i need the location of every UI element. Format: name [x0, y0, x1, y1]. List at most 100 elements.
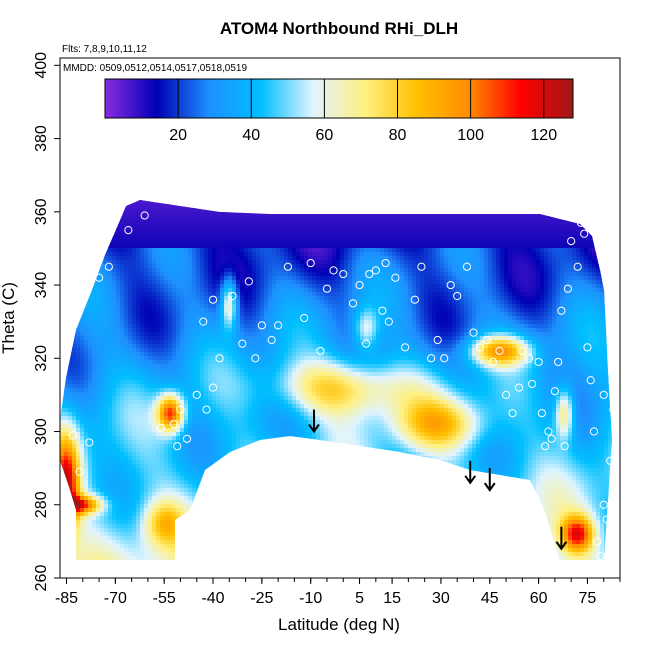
- heatmap-cell: [236, 280, 241, 285]
- heatmap-cell: [116, 416, 121, 421]
- heatmap-cell: [184, 508, 189, 513]
- heatmap-cell: [132, 484, 137, 489]
- heatmap-cell: [156, 524, 161, 529]
- heatmap-cell: [236, 548, 241, 553]
- heatmap-cell: [148, 276, 153, 281]
- heatmap-cell: [200, 484, 205, 489]
- heatmap-cell: [60, 440, 65, 445]
- heatmap-cell: [92, 208, 97, 213]
- heatmap-cell: [64, 536, 69, 541]
- heatmap-cell: [208, 564, 213, 569]
- heatmap-cell: [100, 552, 105, 557]
- heatmap-cell: [156, 540, 161, 545]
- heatmap-cell: [144, 552, 149, 557]
- heatmap-cell: [236, 436, 241, 441]
- heatmap-cell: [116, 352, 121, 357]
- heatmap-cell: [160, 348, 165, 353]
- heatmap-cell: [204, 448, 209, 453]
- heatmap-cell: [132, 464, 137, 469]
- heatmap-cell: [268, 500, 273, 505]
- heatmap-cell: [132, 372, 137, 377]
- heatmap-cell: [132, 248, 137, 253]
- heatmap-cell: [180, 228, 185, 233]
- heatmap-cell: [124, 496, 129, 501]
- heatmap-cell: [228, 424, 233, 429]
- heatmap-cell: [244, 232, 249, 237]
- heatmap-cell: [100, 228, 105, 233]
- heatmap-cell: [220, 236, 225, 241]
- heatmap-cell: [220, 520, 225, 525]
- heatmap-cell: [240, 304, 245, 309]
- heatmap-cell: [212, 492, 217, 497]
- heatmap-cell: [252, 472, 257, 477]
- heatmap-cell: [140, 524, 145, 529]
- heatmap-cell: [96, 372, 101, 377]
- heatmap-cell: [204, 520, 209, 525]
- heatmap-cell: [228, 476, 233, 481]
- heatmap-cell: [88, 324, 93, 329]
- heatmap-cell: [200, 560, 205, 565]
- heatmap-cell: [152, 448, 157, 453]
- heatmap-cell: [120, 388, 125, 393]
- heatmap-cell: [84, 384, 89, 389]
- heatmap-cell: [152, 420, 157, 425]
- heatmap-cell: [252, 240, 257, 245]
- heatmap-cell: [68, 316, 73, 321]
- heatmap-cell: [132, 316, 137, 321]
- heatmap-cell: [268, 540, 273, 545]
- heatmap-cell: [72, 424, 77, 429]
- heatmap-cell: [92, 200, 97, 205]
- heatmap-cell: [272, 412, 277, 417]
- heatmap-cell: [232, 524, 237, 529]
- heatmap-cell: [172, 236, 177, 241]
- heatmap-cell: [140, 404, 145, 409]
- heatmap-cell: [164, 376, 169, 381]
- heatmap-cell: [180, 312, 185, 317]
- heatmap-cell: [140, 560, 145, 565]
- heatmap-cell: [204, 492, 209, 497]
- heatmap-cell: [260, 480, 265, 485]
- heatmap-cell: [220, 376, 225, 381]
- heatmap-cell: [204, 524, 209, 529]
- heatmap-cell: [196, 372, 201, 377]
- heatmap-cell: [136, 416, 141, 421]
- heatmap-cell: [136, 424, 141, 429]
- heatmap-cell: [152, 228, 157, 233]
- heatmap-cell: [224, 288, 229, 293]
- heatmap-cell: [80, 496, 85, 501]
- heatmap-cell: [116, 316, 121, 321]
- heatmap-cell: [220, 488, 225, 493]
- heatmap-cell: [192, 360, 197, 365]
- heatmap-cell: [212, 240, 217, 245]
- heatmap-cell: [204, 560, 209, 565]
- heatmap-cell: [252, 356, 257, 361]
- heatmap-cell: [172, 352, 177, 357]
- heatmap-cell: [152, 388, 157, 393]
- heatmap-cell: [220, 220, 225, 225]
- heatmap-cell: [96, 224, 101, 229]
- heatmap-cell: [244, 296, 249, 301]
- heatmap-cell: [192, 424, 197, 429]
- heatmap-cell: [268, 388, 273, 393]
- heatmap-cell: [248, 508, 253, 513]
- heatmap-cell: [128, 360, 133, 365]
- heatmap-cell: [92, 280, 97, 285]
- heatmap-cell: [208, 316, 213, 321]
- heatmap-cell: [236, 428, 241, 433]
- heatmap-cell: [176, 384, 181, 389]
- heatmap-cell: [180, 528, 185, 533]
- heatmap-cell: [228, 372, 233, 377]
- heatmap-cell: [200, 200, 205, 205]
- heatmap-cell: [84, 492, 89, 497]
- heatmap-cell: [244, 400, 249, 405]
- heatmap-cell: [240, 440, 245, 445]
- heatmap-cell: [60, 564, 65, 569]
- heatmap-cell: [96, 408, 101, 413]
- heatmap-cell: [268, 404, 273, 409]
- heatmap-cell: [64, 516, 69, 521]
- heatmap-cell: [192, 392, 197, 397]
- heatmap-cell: [268, 308, 273, 313]
- heatmap-cell: [204, 296, 209, 301]
- heatmap-cell: [264, 444, 269, 449]
- heatmap-cell: [172, 316, 177, 321]
